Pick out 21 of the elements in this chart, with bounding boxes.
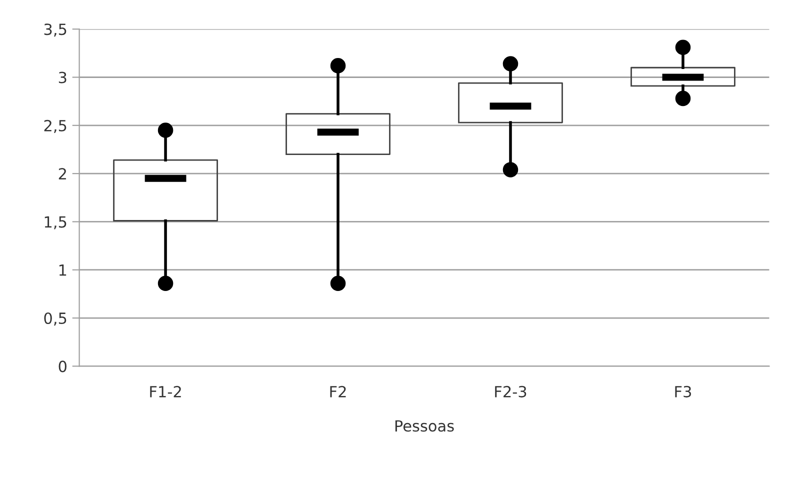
point — [502, 56, 518, 72]
x-axis-title: Pessoas — [395, 420, 454, 432]
point — [330, 276, 346, 291]
point — [330, 58, 346, 74]
y-tick-label: 3 — [58, 72, 66, 84]
y-tick-label: 1,5 — [44, 216, 66, 230]
x-tick-label: F3 — [675, 386, 691, 398]
y-tick-label: 2,5 — [44, 120, 66, 133]
x-tick-label: F2-3 — [495, 386, 526, 398]
point — [675, 90, 691, 106]
y-tick-label: 0 — [58, 360, 66, 372]
y-tick-label: 0,5 — [44, 312, 66, 326]
x-tick-label: F1-2 — [150, 386, 181, 398]
point — [675, 40, 691, 56]
point — [158, 122, 174, 138]
y-tick-label: 1 — [59, 264, 66, 276]
y-tick-label: 2 — [58, 168, 66, 180]
point — [158, 276, 174, 291]
x-tick-label: F2 — [330, 386, 346, 398]
y-tick-label: 3,5 — [44, 24, 66, 37]
point — [502, 162, 518, 178]
